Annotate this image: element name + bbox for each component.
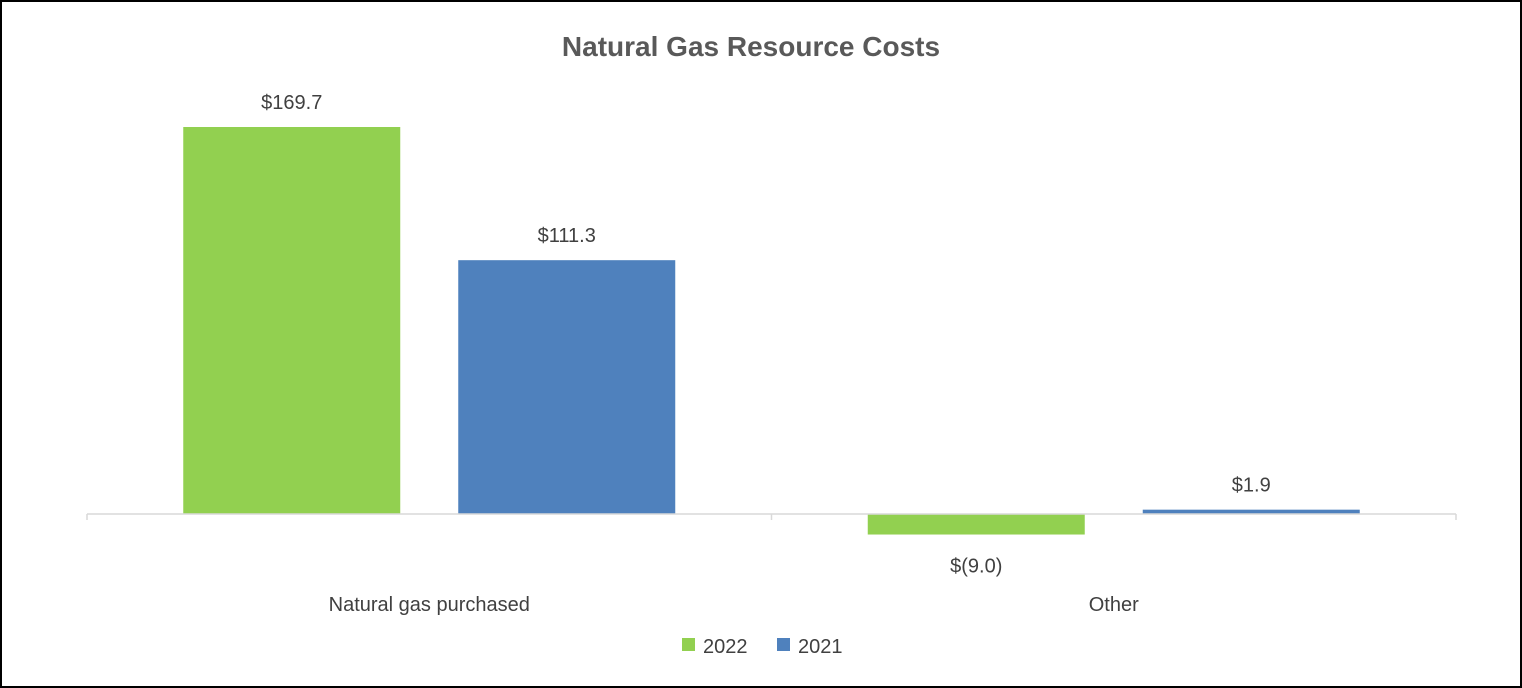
bar-2021-0 [458,260,676,514]
data-label-2021-1: $1.9 [1232,475,1271,497]
legend-label-2022: 2022 [703,636,748,658]
category-label-0: Natural gas purchased [329,594,530,616]
data-label-2022-0: $169.7 [261,92,322,114]
chart-title: Natural Gas Resource Costs [562,31,940,62]
legend-swatch-2021 [777,638,790,651]
data-label-2021-0: $111.3 [538,225,596,247]
bar-2022-1 [867,514,1085,535]
category-label-1: Other [1089,594,1139,616]
legend-swatch-2022 [682,638,695,651]
bar-2021-1 [1142,509,1360,514]
legend-label-2021: 2021 [798,636,843,658]
bar-2022-0 [183,127,401,514]
data-label-2022-1: $(9.0) [950,556,1002,578]
